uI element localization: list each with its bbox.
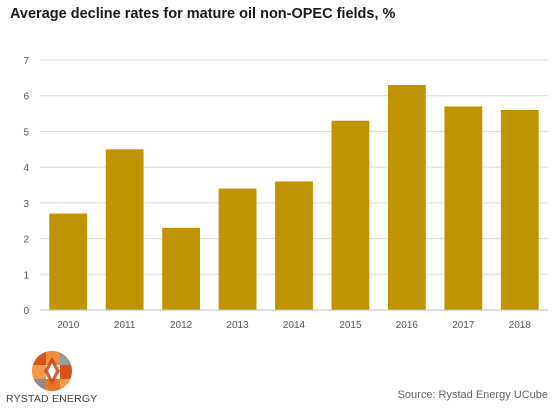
x-tick-label: 2018 <box>509 320 532 331</box>
bar-2011 <box>105 149 144 310</box>
bar-2015 <box>331 120 370 310</box>
y-tick-label: 7 <box>23 56 29 67</box>
bar-2010 <box>49 213 88 310</box>
x-axis-tick-labels: 2010 2011 2012 2013 2014 2015 2016 2017 2018 <box>57 320 531 331</box>
y-tick-label: 3 <box>23 199 29 210</box>
source-note: Source: Rystad Energy UCube <box>397 389 548 401</box>
y-tick-label: 1 <box>23 270 29 281</box>
y-tick-label: 0 <box>23 306 29 317</box>
bar-2016 <box>387 85 426 310</box>
y-tick-label: 4 <box>23 163 29 174</box>
x-tick-label: 2016 <box>396 320 419 331</box>
x-tick-label: 2014 <box>283 320 306 331</box>
x-tick-label: 2011 <box>114 320 136 331</box>
bar-2013 <box>218 188 257 310</box>
x-tick-label: 2010 <box>57 320 80 331</box>
rystad-logo-icon <box>32 351 72 391</box>
y-tick-label: 2 <box>23 235 29 246</box>
bar-2014 <box>275 181 313 310</box>
chart-title: Average decline rates for mature oil non… <box>10 6 396 22</box>
bar-2017 <box>444 106 483 310</box>
y-axis-tick-labels: 0 1 2 3 4 5 6 7 <box>23 56 29 317</box>
bars <box>49 85 539 310</box>
x-tick-label: 2017 <box>452 320 475 331</box>
x-tick-label: 2013 <box>226 320 249 331</box>
y-tick-label: 6 <box>23 92 29 103</box>
x-tick-label: 2015 <box>339 320 362 331</box>
y-tick-label: 5 <box>23 127 29 138</box>
bar-2012 <box>162 227 201 310</box>
bar-2018 <box>500 110 539 310</box>
x-tick-label: 2012 <box>170 320 193 331</box>
brand-name: RYSTAD ENERGY <box>6 393 98 405</box>
